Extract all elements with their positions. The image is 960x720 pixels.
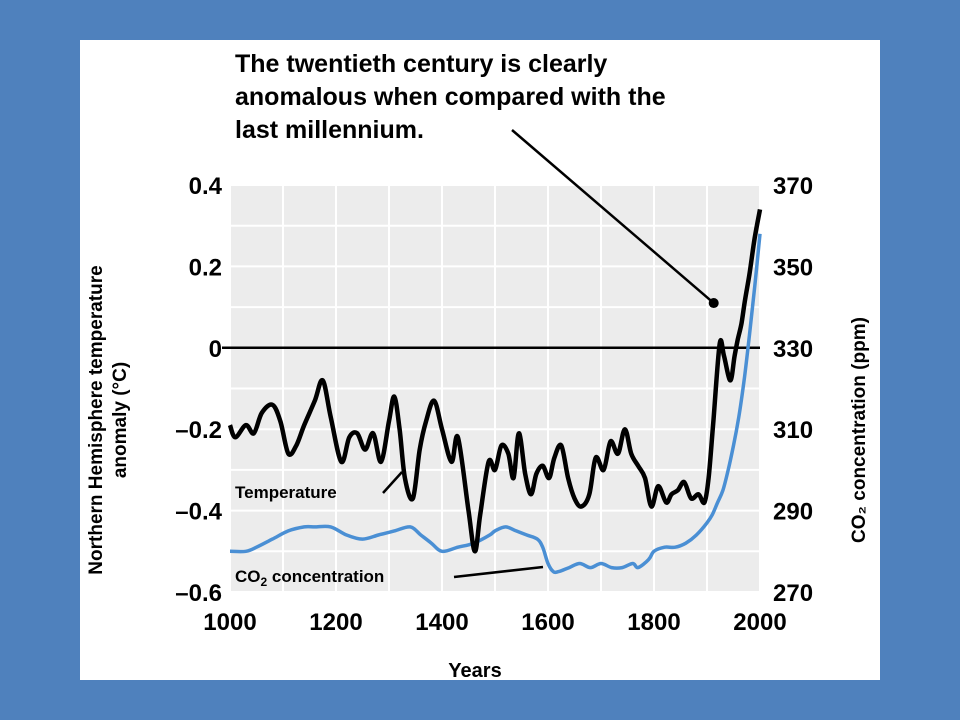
- series-layer: [227, 208, 763, 575]
- chart-panel: The twentieth century is clearly anomalo…: [80, 40, 880, 680]
- x-tick: 2000: [733, 609, 786, 636]
- y-tick-left: –0.6: [175, 580, 222, 607]
- annotation-pointer-line: [511, 129, 715, 304]
- y-tick-left: –0.2: [175, 417, 222, 444]
- y-tick-right: 290: [773, 499, 813, 526]
- annotation-text: The twentieth century is clearly anomalo…: [235, 50, 666, 144]
- chart-svg: 0.4 0.2 0 –0.2 –0.4 –0.6 370 350 330 310 290 270 100…: [86, 129, 870, 680]
- y-axis-left-label-line1: Northern Hemisphere temperature: [86, 265, 107, 574]
- x-axis-label: Years: [448, 660, 501, 680]
- y-tick-right: 310: [773, 417, 813, 444]
- annotation-pointer: [511, 129, 719, 309]
- y-tick-right: 350: [773, 254, 813, 281]
- y-axis-left-label-line2: anomaly (°C): [110, 362, 131, 478]
- series-label-temperature-leader: [382, 471, 403, 494]
- x-tick: 1800: [627, 609, 680, 636]
- y-tick-right: 330: [773, 336, 813, 363]
- x-tick: 1200: [309, 609, 362, 636]
- y-tick-left: 0.2: [189, 254, 222, 281]
- y-tick-left: 0.4: [189, 173, 223, 200]
- series-line-temperature: [227, 208, 763, 554]
- series-label-temperature: Temperature: [235, 483, 337, 502]
- annotation-pointer-dot: [708, 298, 719, 309]
- y-tick-right: 270: [773, 580, 813, 607]
- series-label-co2-group: CO2 concentration: [235, 565, 544, 589]
- y-tick-right: 370: [773, 173, 813, 200]
- series-label-co2: CO2 concentration: [235, 567, 384, 589]
- series-line-co2: [229, 233, 762, 575]
- y-axis-right-label: CO₂ concentration (ppm): [849, 317, 870, 543]
- y-tick-left: 0: [209, 336, 222, 363]
- series-label-co2-leader: [453, 565, 544, 579]
- y-tick-left: –0.4: [175, 499, 222, 526]
- x-tick: 1600: [521, 609, 574, 636]
- series-label-temperature-group: Temperature: [235, 471, 403, 502]
- tick-labels: 0.4 0.2 0 –0.2 –0.4 –0.6 370 350 330 310 290 270 100…: [175, 173, 813, 636]
- x-tick: 1000: [203, 609, 256, 636]
- x-tick: 1400: [415, 609, 468, 636]
